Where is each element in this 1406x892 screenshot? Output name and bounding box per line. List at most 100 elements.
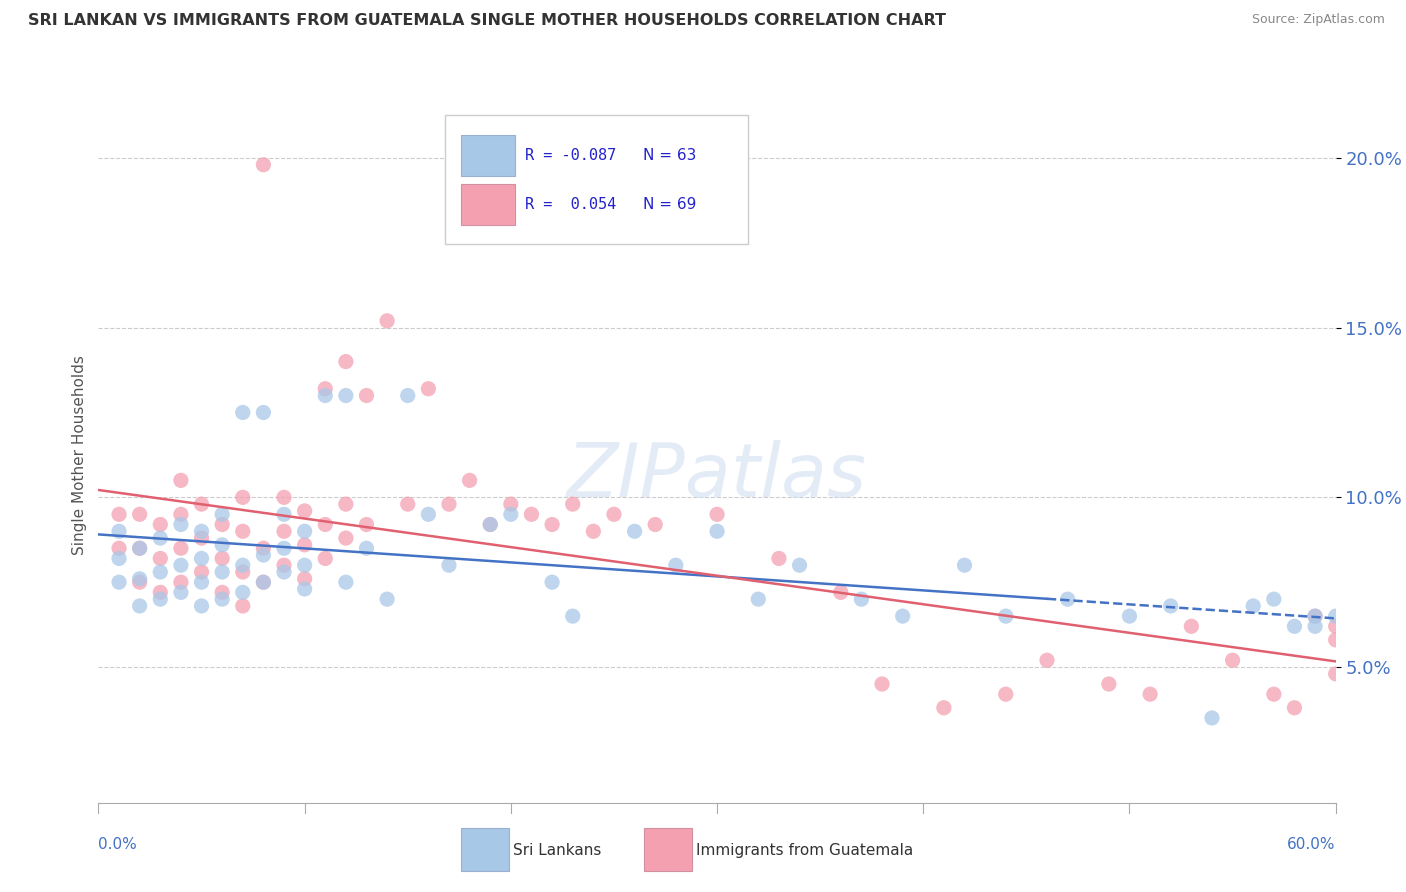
Point [314,388,336,402]
Point [149,551,172,566]
Text: 0.0%: 0.0% [98,837,138,852]
Point [252,541,274,556]
Point [582,524,605,539]
Point [1303,609,1326,624]
Point [149,592,172,607]
Point [273,524,295,539]
Point [356,541,378,556]
Point [211,585,233,599]
Point [1118,609,1140,624]
Point [994,687,1017,701]
Point [108,551,131,566]
Point [294,572,316,586]
Point [1324,619,1347,633]
Point [1180,619,1202,633]
Point [706,524,728,539]
Point [294,582,316,596]
Text: Immigrants from Guatemala: Immigrants from Guatemala [696,843,914,857]
Point [128,541,150,556]
Point [747,592,769,607]
Point [190,551,212,566]
Point [190,599,212,613]
Point [252,405,274,419]
Point [541,575,564,590]
Point [252,158,274,172]
Text: 60.0%: 60.0% [1288,837,1336,852]
Point [561,609,583,624]
Point [128,572,150,586]
Point [623,524,645,539]
Point [335,531,357,545]
Point [190,575,212,590]
Point [190,524,212,539]
Point [520,508,543,522]
FancyBboxPatch shape [461,184,516,225]
Text: SRI LANKAN VS IMMIGRANTS FROM GUATEMALA SINGLE MOTHER HOUSEHOLDS CORRELATION CHA: SRI LANKAN VS IMMIGRANTS FROM GUATEMALA … [28,13,946,29]
Point [149,585,172,599]
Point [232,585,254,599]
Point [190,565,212,579]
Y-axis label: Single Mother Households: Single Mother Households [72,355,87,555]
Point [499,508,522,522]
Point [252,548,274,562]
Point [128,541,150,556]
Text: Source: ZipAtlas.com: Source: ZipAtlas.com [1251,13,1385,27]
Point [375,314,398,328]
Point [891,609,914,624]
Point [1160,599,1182,613]
Point [149,517,172,532]
Point [314,382,336,396]
Point [232,491,254,505]
Point [418,382,440,396]
Point [335,497,357,511]
Point [170,558,193,573]
Point [1139,687,1161,701]
Point [211,517,233,532]
Point [1284,700,1306,714]
Point [294,558,316,573]
Point [870,677,893,691]
Text: N = 63: N = 63 [643,147,696,162]
Point [1263,687,1285,701]
Point [211,565,233,579]
Point [396,497,419,511]
Point [356,388,378,402]
Point [108,524,131,539]
Point [437,497,460,511]
Point [768,551,790,566]
Point [128,508,150,522]
Point [190,497,212,511]
Point [170,508,193,522]
Point [789,558,811,573]
Point [232,524,254,539]
Point [541,517,564,532]
Point [211,551,233,566]
Point [335,354,357,368]
Point [294,504,316,518]
Point [232,565,254,579]
Point [232,405,254,419]
Point [149,531,172,545]
Point [294,524,316,539]
Point [1324,666,1347,681]
Point [170,474,193,488]
Text: Sri Lankans: Sri Lankans [513,843,602,857]
Point [851,592,873,607]
Point [953,558,976,573]
Point [170,541,193,556]
Point [396,388,419,402]
Point [273,508,295,522]
Point [830,585,852,599]
FancyBboxPatch shape [461,135,516,176]
Point [232,599,254,613]
Point [561,497,583,511]
Point [252,575,274,590]
Point [273,491,295,505]
Point [108,541,131,556]
Text: R =  0.054: R = 0.054 [526,197,617,212]
FancyBboxPatch shape [444,115,748,244]
Point [190,531,212,545]
Point [211,508,233,522]
Point [375,592,398,607]
Point [273,541,295,556]
